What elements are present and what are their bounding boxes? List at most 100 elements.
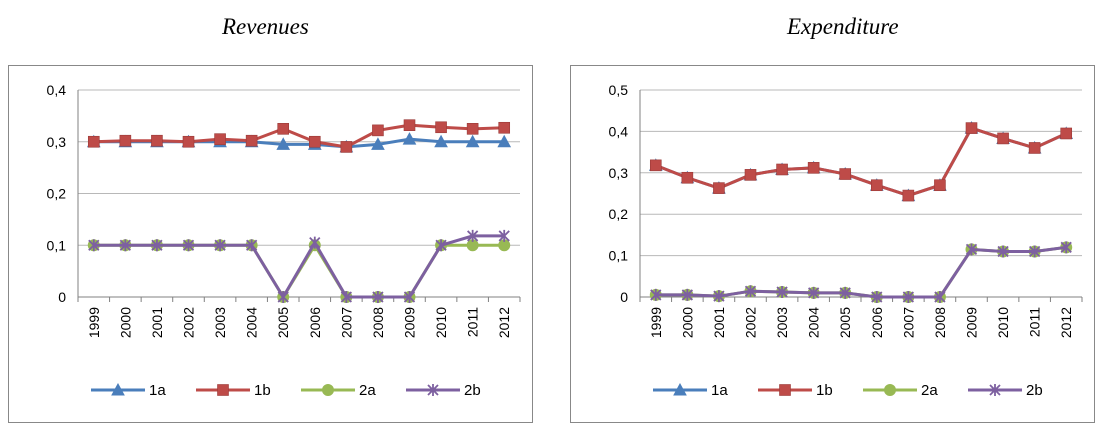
expenditure-title: Expenditure [787, 14, 899, 39]
data-point-1b [466, 123, 479, 135]
data-point-2b [246, 239, 258, 252]
x-tick-label: 2000 [679, 307, 695, 338]
data-point-1b [1060, 127, 1073, 140]
data-point-2b [182, 239, 195, 252]
legend-label: 1a [149, 382, 166, 399]
data-point-2b [776, 286, 788, 299]
x-tick-label: 2003 [774, 307, 790, 338]
x-tick-label: 2006 [869, 307, 885, 338]
legend-marker [217, 384, 229, 396]
chart-frame [570, 65, 1095, 423]
data-point-2b [934, 291, 946, 303]
data-point-2b [88, 239, 100, 252]
data-point-2b [372, 291, 384, 303]
data-point-1b [807, 162, 820, 174]
series-markers-1b [87, 119, 511, 153]
y-tick-label: 0 [58, 289, 66, 305]
data-point-1b [214, 133, 226, 145]
x-tick-label: 2009 [964, 307, 980, 338]
x-tick-label: 2000 [117, 307, 133, 338]
x-tick-label: 2001 [149, 307, 165, 338]
legend-label: 2a [921, 382, 938, 399]
x-tick-label: 2005 [837, 307, 853, 338]
data-point-1b [372, 124, 384, 137]
data-point-1b [119, 134, 132, 147]
x-tick-label: 2007 [338, 307, 354, 338]
series-markers-2b [650, 241, 1072, 303]
data-point-1b [934, 179, 946, 192]
data-point-1a [497, 134, 512, 148]
legend-label: 2b [464, 382, 481, 399]
data-point-1b [649, 159, 662, 172]
x-tick-label: 2011 [1027, 307, 1043, 337]
x-tick-label: 2010 [433, 307, 449, 338]
data-point-2b [277, 291, 289, 303]
legend-item-2b: 2b [968, 382, 1043, 399]
y-tick-label: 0,1 [47, 237, 67, 253]
legend-label: 2a [359, 382, 376, 399]
revenues-chart: 0 0,1 0,2 0,3 0,4 1999 2000 2001 2002 2003 2004 200… [8, 65, 533, 423]
data-point-1b [151, 134, 163, 147]
x-tick-label: 2003 [212, 307, 228, 338]
x-tick-label: 1999 [86, 307, 102, 338]
legend-label: 1a [711, 382, 728, 399]
data-point-2b [403, 291, 416, 303]
data-point-1b [839, 168, 852, 180]
y-tick-label: 0,3 [609, 165, 629, 181]
data-point-2b [744, 285, 757, 298]
data-point-2b [435, 239, 447, 252]
legend-item-2a: 2a [301, 382, 376, 399]
y-tick-label: 0,3 [47, 134, 67, 150]
x-tick-label: 2008 [932, 307, 948, 338]
data-point-1b [498, 121, 511, 134]
data-point-1a [371, 137, 385, 150]
x-tick-label: 2007 [900, 307, 916, 338]
revenues-title: Revenues [222, 14, 309, 39]
x-tick-label: 2001 [711, 307, 727, 338]
x-tick-label: 1999 [648, 307, 664, 338]
data-point-2b [340, 291, 352, 303]
data-point-1b [1028, 142, 1041, 154]
legend-item-1a: 1a [91, 382, 166, 399]
data-point-1a [465, 134, 480, 148]
x-tick-label: 2004 [244, 307, 260, 338]
legend-item-2b: 2b [406, 382, 481, 399]
y-tick-label: 0 [620, 289, 628, 305]
data-point-1b [902, 189, 915, 202]
x-tick-label: 2011 [465, 307, 481, 337]
data-point-1b [403, 119, 416, 131]
data-point-1a [402, 132, 417, 145]
y-tick-label: 0,2 [609, 206, 629, 222]
legend-marker [673, 382, 687, 396]
legend-label: 2b [1026, 382, 1043, 399]
data-point-2b [839, 286, 851, 299]
data-point-2b [214, 239, 226, 252]
data-point-2b [467, 229, 479, 242]
data-point-1b [277, 123, 290, 135]
data-point-2b [681, 288, 693, 301]
legend-label: 1b [254, 382, 271, 399]
data-point-2b [808, 286, 820, 299]
data-point-2b [902, 291, 914, 303]
legend-marker [427, 384, 439, 396]
legend-item-1a: 1a [653, 382, 728, 399]
data-point-2b [965, 243, 978, 256]
x-tick-label: 2012 [1058, 307, 1074, 338]
data-point-2b [151, 239, 163, 252]
legend-label: 1b [816, 382, 833, 399]
data-point-1a [276, 137, 291, 150]
data-point-1b [245, 134, 258, 147]
data-point-1b [965, 122, 978, 134]
legend-item-2a: 2a [863, 382, 938, 399]
data-point-1b [713, 182, 725, 194]
data-point-2b [498, 229, 510, 242]
data-point-1b [997, 132, 1009, 145]
y-tick-label: 0,1 [609, 248, 629, 264]
legend-marker [884, 384, 896, 396]
x-tick-label: 2009 [402, 307, 418, 338]
data-point-1b [681, 171, 694, 184]
series-markers-2b [88, 229, 510, 303]
x-tick-label: 2010 [995, 307, 1011, 338]
data-point-2b [1029, 245, 1041, 258]
y-tick-label: 0,4 [609, 123, 629, 139]
